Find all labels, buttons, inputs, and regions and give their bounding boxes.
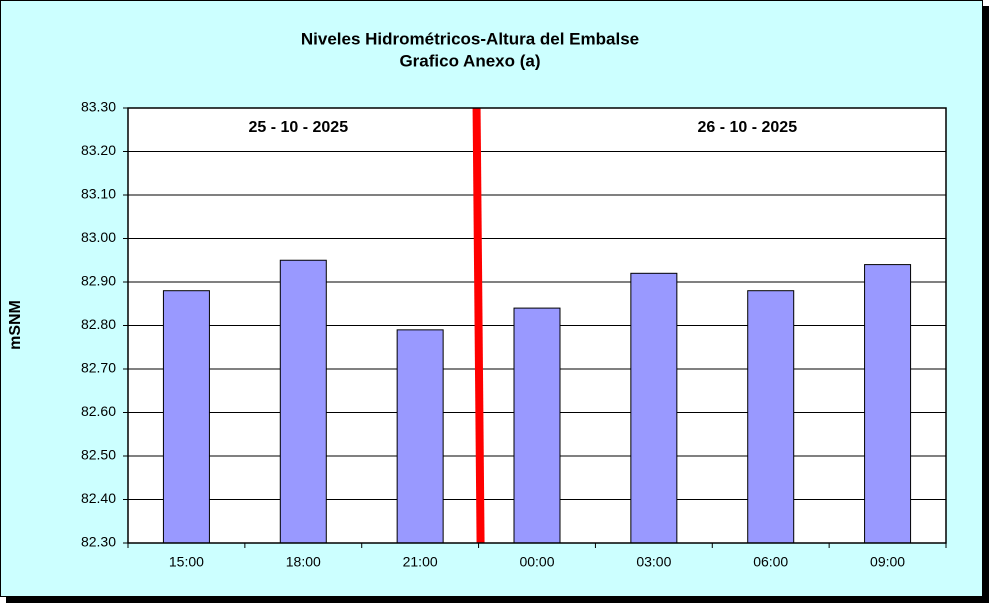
x-tick-label: 00:00: [519, 554, 554, 570]
y-tick-label: 82.70: [81, 360, 116, 376]
y-tick-label: 83.10: [81, 186, 116, 202]
y-tick-label: 83.20: [81, 142, 116, 158]
chart-title: Niveles Hidrométricos-Altura del Embalse: [301, 29, 639, 48]
x-tick-label: 06:00: [753, 554, 788, 570]
x-tick-label: 09:00: [870, 554, 905, 570]
y-tick-label: 82.60: [81, 403, 116, 419]
x-tick-label: 15:00: [169, 554, 204, 570]
x-tick-label: 18:00: [286, 554, 321, 570]
y-tick-label: 82.80: [81, 316, 116, 332]
y-tick-label: 83.00: [81, 229, 116, 245]
date-annotation: 25 - 10 - 2025: [248, 119, 348, 136]
x-tick-label: 21:00: [403, 554, 438, 570]
bar: [396, 329, 444, 544]
y-tick-label: 82.40: [81, 490, 116, 506]
chart-subtitle: Grafico Anexo (a): [399, 51, 540, 70]
plot-border: [127, 107, 947, 544]
y-axis-label: mSNM: [7, 300, 24, 350]
date-annotation: 26 - 10 - 2025: [697, 119, 797, 136]
bar: [747, 290, 795, 544]
y-tick-label: 82.30: [81, 534, 116, 550]
date-divider: [472, 107, 485, 544]
y-tick-label: 82.90: [81, 273, 116, 289]
bar: [162, 290, 210, 544]
bar: [279, 259, 327, 544]
bar: [864, 264, 912, 544]
y-tick-label: 83.30: [81, 99, 116, 115]
bar: [630, 272, 678, 544]
y-tick-label: 82.50: [81, 447, 116, 463]
x-tick-label: 03:00: [636, 554, 671, 570]
bar: [513, 307, 561, 544]
